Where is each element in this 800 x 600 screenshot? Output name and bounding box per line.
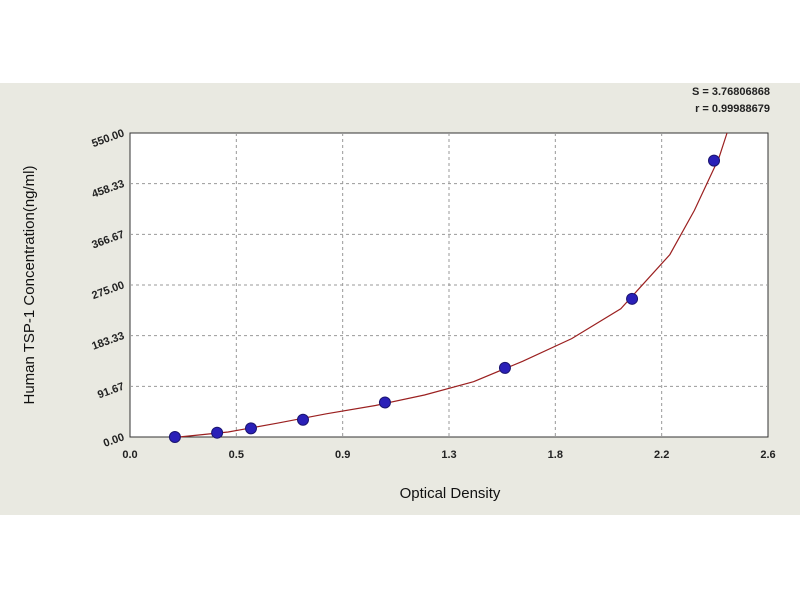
data-point	[498, 361, 511, 374]
x-tick-label: 0.9	[335, 449, 350, 461]
data-point	[168, 431, 181, 443]
x-tick-label: 0.0	[122, 449, 137, 461]
x-tick-label: 2.2	[654, 449, 669, 461]
data-point	[626, 292, 639, 305]
data-point	[708, 154, 721, 167]
annotation: r = 0.99988679	[695, 103, 770, 115]
annotation: S = 3.76806868	[692, 86, 770, 98]
x-axis-title: Optical Density	[400, 485, 501, 502]
x-tick-label: 0.5	[229, 449, 244, 461]
x-tick-label: 1.3	[441, 449, 456, 461]
data-point	[378, 396, 391, 409]
y-axis-title: Human TSP-1 Concentration(ng/ml)	[21, 166, 38, 405]
x-tick-label: 1.8	[548, 449, 563, 461]
data-point	[296, 413, 309, 426]
x-tick-label: 2.6	[760, 449, 775, 461]
fit-curve	[179, 132, 728, 438]
data-point	[244, 422, 257, 435]
data-point	[211, 426, 224, 439]
